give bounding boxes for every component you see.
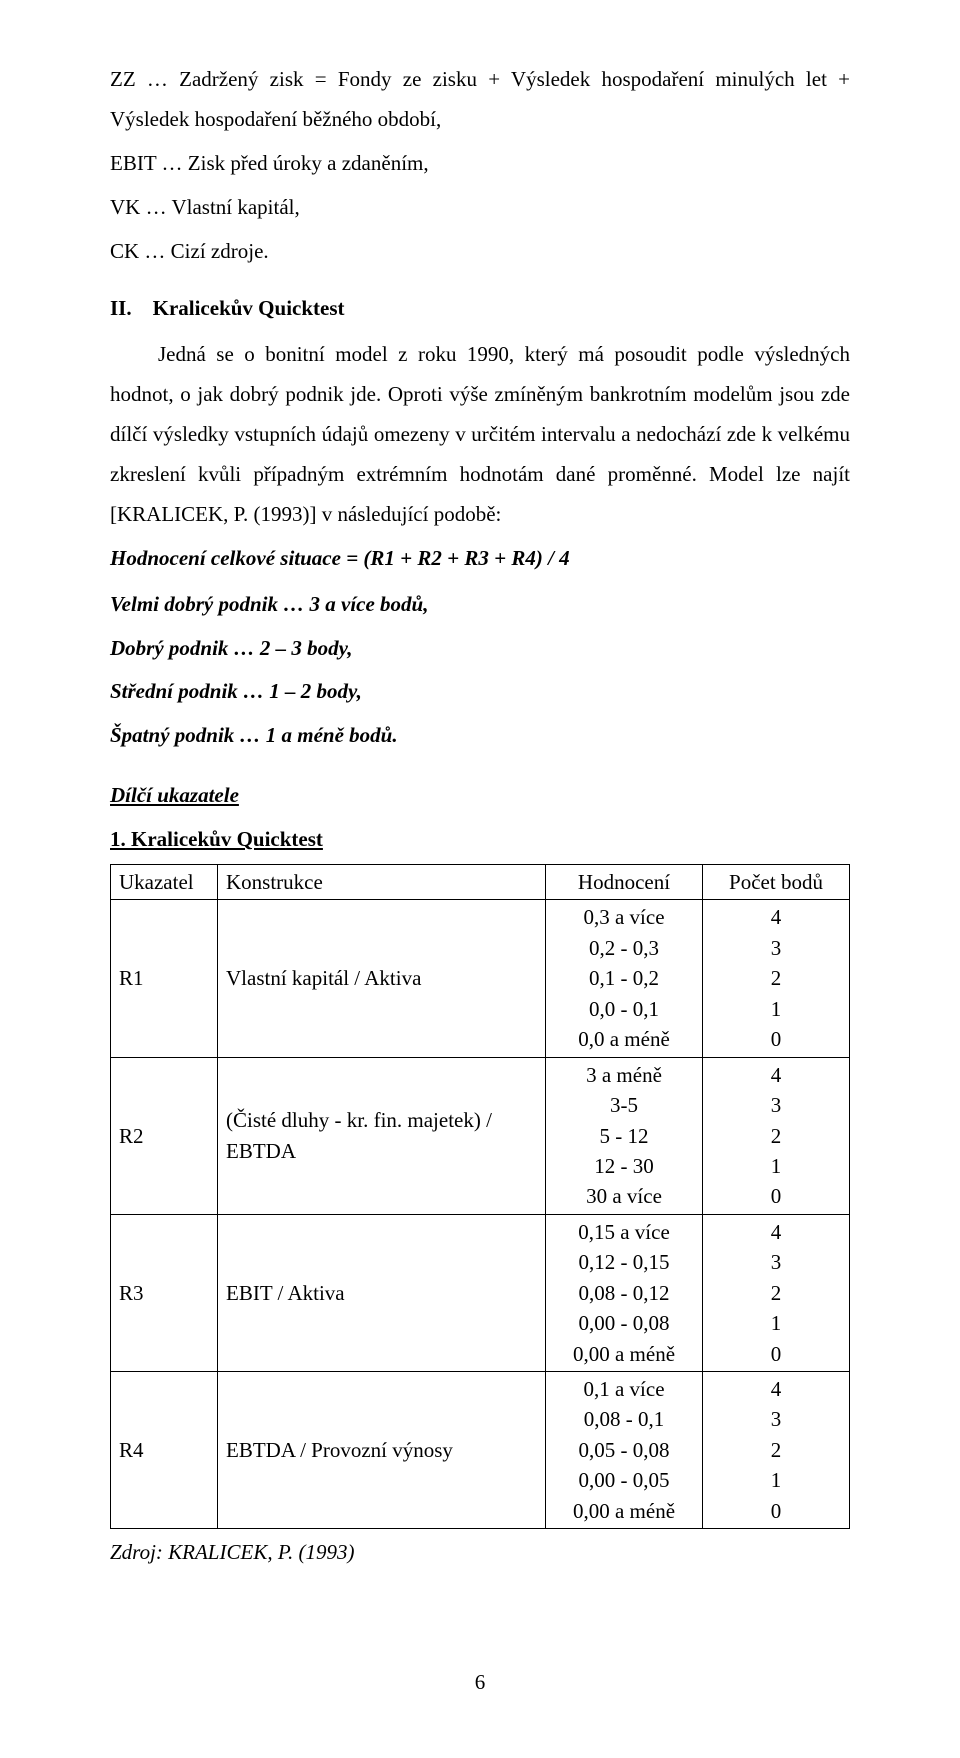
cell-pocet-bodu: 43210 [703, 1057, 850, 1214]
cell-pocet-bodu: 43210 [703, 1372, 850, 1529]
hodnoceni-value: 0,08 - 0,12 [554, 1278, 694, 1308]
cell-konstrukce: EBTDA / Provozní výnosy [218, 1372, 546, 1529]
cell-ukazatel: R2 [111, 1057, 218, 1214]
table-row: R1Vlastní kapitál / Aktiva0,3 a více0,2 … [111, 900, 850, 1057]
cell-pocet-bodu: 43210 [703, 1214, 850, 1371]
th-hodnoceni: Hodnocení [546, 865, 703, 900]
section-2-title: Kralicekův Quicktest [153, 296, 345, 320]
bod-value: 3 [711, 933, 841, 963]
rating-line-3: Střední podnik … 1 – 2 body, [110, 672, 850, 712]
bod-value: 3 [711, 1404, 841, 1434]
hodnoceni-value: 0,12 - 0,15 [554, 1247, 694, 1277]
formula-line: Hodnocení celkové situace = (R1 + R2 + R… [110, 539, 850, 579]
table-row: R3EBIT / Aktiva0,15 a více0,12 - 0,150,0… [111, 1214, 850, 1371]
bod-value: 4 [711, 1374, 841, 1404]
hodnoceni-value: 5 - 12 [554, 1121, 694, 1151]
cell-hodnoceni: 3 a méně3-55 - 1212 - 3030 a více [546, 1057, 703, 1214]
bod-value: 1 [711, 1151, 841, 1181]
hodnoceni-value: 0,0 a méně [554, 1024, 694, 1054]
bod-value: 2 [711, 1278, 841, 1308]
bod-value: 2 [711, 1121, 841, 1151]
cell-hodnoceni: 0,1 a více0,08 - 0,10,05 - 0,080,00 - 0,… [546, 1372, 703, 1529]
hodnoceni-value: 3 a méně [554, 1060, 694, 1090]
hodnoceni-value: 0,0 - 0,1 [554, 994, 694, 1024]
bod-value: 0 [711, 1339, 841, 1369]
cell-konstrukce: EBIT / Aktiva [218, 1214, 546, 1371]
hodnoceni-value: 0,08 - 0,1 [554, 1404, 694, 1434]
bod-value: 0 [711, 1496, 841, 1526]
table-row: R2(Čisté dluhy - kr. fin. majetek) / EBT… [111, 1057, 850, 1214]
table-source: Zdroj: KRALICEK, P. (1993) [110, 1533, 850, 1573]
cell-konstrukce: Vlastní kapitál / Aktiva [218, 900, 546, 1057]
def-zz: ZZ … Zadržený zisk = Fondy ze zisku + Vý… [110, 60, 850, 140]
hodnoceni-value: 0,00 a méně [554, 1339, 694, 1369]
hodnoceni-value: 0,2 - 0,3 [554, 933, 694, 963]
bod-value: 2 [711, 1435, 841, 1465]
table-title: 1. Kralicekův Quicktest [110, 820, 850, 860]
hodnoceni-value: 0,1 a více [554, 1374, 694, 1404]
cell-ukazatel: R3 [111, 1214, 218, 1371]
bod-value: 3 [711, 1247, 841, 1277]
section-2-body: Jedná se o bonitní model z roku 1990, kt… [110, 335, 850, 534]
hodnoceni-value: 0,00 a méně [554, 1496, 694, 1526]
bod-value: 0 [711, 1024, 841, 1054]
hodnoceni-value: 0,00 - 0,05 [554, 1465, 694, 1495]
cell-ukazatel: R4 [111, 1372, 218, 1529]
th-konstrukce: Konstrukce [218, 865, 546, 900]
hodnoceni-value: 30 a více [554, 1181, 694, 1211]
bod-value: 3 [711, 1090, 841, 1120]
def-ck: CK … Cizí zdroje. [110, 232, 850, 272]
page-number: 6 [110, 1663, 850, 1703]
bod-value: 1 [711, 1465, 841, 1495]
cell-hodnoceni: 0,15 a více0,12 - 0,150,08 - 0,120,00 - … [546, 1214, 703, 1371]
bod-value: 1 [711, 1308, 841, 1338]
hodnoceni-value: 3-5 [554, 1090, 694, 1120]
th-ukazatel: Ukazatel [111, 865, 218, 900]
subhead-dilci: Dílčí ukazatele [110, 776, 850, 816]
bod-value: 1 [711, 994, 841, 1024]
bod-value: 4 [711, 1060, 841, 1090]
section-2-heading: II. Kralicekův Quicktest [110, 289, 850, 329]
bod-value: 2 [711, 963, 841, 993]
hodnoceni-value: 0,00 - 0,08 [554, 1308, 694, 1338]
cell-ukazatel: R1 [111, 900, 218, 1057]
hodnoceni-value: 12 - 30 [554, 1151, 694, 1181]
cell-konstrukce: (Čisté dluhy - kr. fin. majetek) / EBTDA [218, 1057, 546, 1214]
rating-line-2: Dobrý podnik … 2 – 3 body, [110, 629, 850, 669]
th-pocet-bodu: Počet bodů [703, 865, 850, 900]
table-row: R4EBTDA / Provozní výnosy0,1 a více0,08 … [111, 1372, 850, 1529]
hodnoceni-value: 0,15 a více [554, 1217, 694, 1247]
bod-value: 4 [711, 1217, 841, 1247]
def-ebit: EBIT … Zisk před úroky a zdaněním, [110, 144, 850, 184]
table-header-row: Ukazatel Konstrukce Hodnocení Počet bodů [111, 865, 850, 900]
cell-pocet-bodu: 43210 [703, 900, 850, 1057]
rating-line-1: Velmi dobrý podnik … 3 a více bodů, [110, 585, 850, 625]
cell-hodnoceni: 0,3 a více0,2 - 0,30,1 - 0,20,0 - 0,10,0… [546, 900, 703, 1057]
hodnoceni-value: 0,3 a více [554, 902, 694, 932]
bod-value: 0 [711, 1181, 841, 1211]
def-vk: VK … Vlastní kapitál, [110, 188, 850, 228]
hodnoceni-value: 0,1 - 0,2 [554, 963, 694, 993]
quicktest-table: Ukazatel Konstrukce Hodnocení Počet bodů… [110, 864, 850, 1529]
rating-line-4: Špatný podnik … 1 a méně bodů. [110, 716, 850, 756]
bod-value: 4 [711, 902, 841, 932]
section-2-num: II. [110, 296, 132, 320]
hodnoceni-value: 0,05 - 0,08 [554, 1435, 694, 1465]
